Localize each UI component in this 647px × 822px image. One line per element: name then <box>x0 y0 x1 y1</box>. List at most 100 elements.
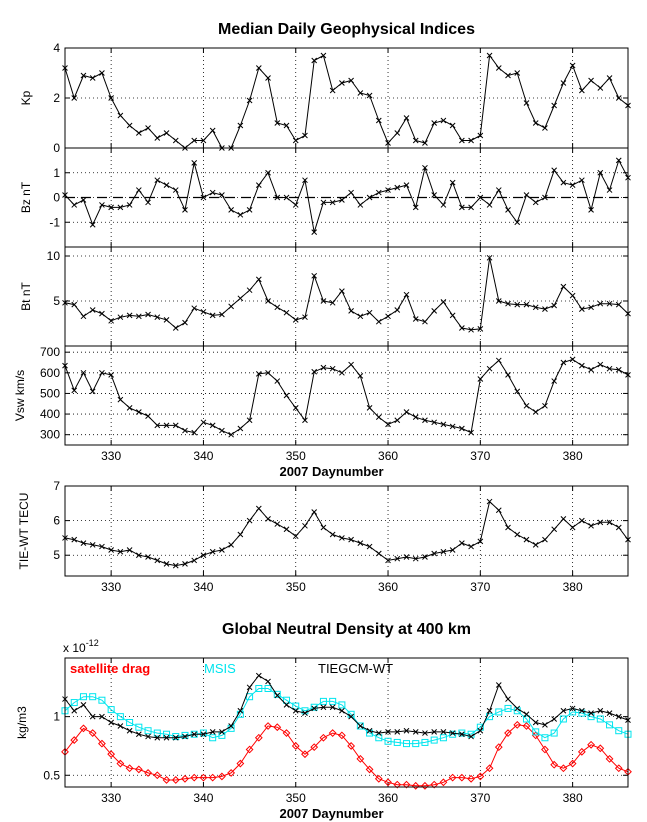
data-point-x-marker <box>71 536 78 543</box>
data-point-x-marker <box>523 192 530 198</box>
data-point-x-marker <box>283 194 290 201</box>
data-point-x-marker <box>560 359 567 366</box>
x-tick-label: 370 <box>470 580 490 594</box>
data-point-x-marker <box>99 202 105 208</box>
data-point-x-marker <box>348 536 354 543</box>
panels: 0 2 4 Kp Median Daily Geophysical Indices -1 0… <box>13 21 632 821</box>
data-point-diamond-marker <box>393 780 402 789</box>
data-point-x-marker <box>403 409 410 415</box>
y-tick-label: 400 <box>40 407 60 421</box>
data-point-square-marker <box>98 696 106 704</box>
data-point-x-marker <box>117 314 124 321</box>
data-point-x-marker <box>440 202 447 208</box>
data-point-x-marker <box>126 547 133 553</box>
data-point-x-marker <box>117 204 124 211</box>
data-point-x-marker <box>505 372 511 378</box>
data-point-square-marker <box>439 734 447 742</box>
data-point-diamond-marker <box>273 723 282 732</box>
data-point-x-marker <box>394 417 401 424</box>
data-point-x-marker <box>375 189 382 196</box>
data-point-diamond-marker <box>107 750 116 759</box>
data-point-x-marker <box>163 422 170 429</box>
data-point-x-marker <box>532 199 539 206</box>
data-point-x-marker <box>431 192 438 198</box>
data-point-square-marker <box>550 729 558 737</box>
data-point-x-marker <box>191 137 198 144</box>
data-point-x-marker <box>477 132 484 139</box>
data-point-x-marker <box>542 402 548 409</box>
data-point-x-marker <box>597 85 604 91</box>
data-point-x-marker <box>283 702 290 708</box>
data-point-x-marker <box>265 369 271 376</box>
data-point-x-marker <box>394 729 401 735</box>
data-point-x-marker <box>339 707 345 714</box>
x-tick-label: 350 <box>286 791 306 805</box>
data-point-x-marker <box>246 417 253 424</box>
data-point-square-marker <box>356 722 364 730</box>
x-tick-label: 380 <box>563 580 583 594</box>
data-point-x-marker <box>357 313 364 320</box>
data-point-x-marker <box>486 498 493 505</box>
data-point-diamond-marker <box>310 743 319 752</box>
data-point-x-marker <box>449 423 456 430</box>
data-point-x-marker <box>486 707 493 714</box>
data-point-square-marker <box>338 701 346 709</box>
data-point-x-marker <box>486 52 493 59</box>
data-point-x-marker <box>154 314 161 321</box>
data-point-x-marker <box>255 370 262 377</box>
msis-series <box>61 684 632 748</box>
y-tick-label: 0 <box>53 191 60 205</box>
data-point-x-marker <box>486 365 493 372</box>
data-point-x-marker <box>578 707 585 714</box>
data-point-x-marker <box>255 505 262 512</box>
data-point-x-marker <box>385 557 391 564</box>
data-point-x-marker <box>172 137 179 144</box>
data-point-x-marker <box>597 361 604 368</box>
scale-exponent-label: x 10-12 <box>63 638 99 655</box>
data-point-x-marker <box>200 552 207 559</box>
y-tick-label: 5 <box>53 294 60 308</box>
data-point-x-marker <box>228 431 234 438</box>
data-point-x-marker <box>615 95 622 101</box>
data-point-x-marker <box>274 304 281 311</box>
y-tick-label: 4 <box>53 41 60 55</box>
data-point-x-marker <box>477 326 484 332</box>
data-point-x-marker <box>89 307 96 313</box>
density-panel: 330 340 350 360 370 380 0.5 1 kg/m3 2007 Daynumbe… <box>15 621 632 821</box>
data-point-x-marker <box>477 538 484 545</box>
data-point-x-marker <box>412 414 419 421</box>
data-point-x-marker <box>228 303 234 310</box>
data-point-x-marker <box>154 177 161 184</box>
y-axis-label: Bz nT <box>19 181 33 213</box>
data-point-x-marker <box>606 365 613 372</box>
data-point-x-marker <box>588 304 594 311</box>
y-tick-label: 10 <box>47 249 61 263</box>
data-point-x-marker <box>569 356 576 363</box>
data-point-square-marker <box>412 740 420 748</box>
data-point-x-marker <box>431 120 438 126</box>
data-point-diamond-marker <box>236 759 245 768</box>
data-point-x-marker <box>311 705 318 712</box>
x-tick-label: 370 <box>470 791 490 805</box>
data-point-x-marker <box>532 719 539 726</box>
data-point-x-marker <box>468 429 474 436</box>
data-point-x-marker <box>569 705 576 712</box>
data-point-x-marker <box>99 713 105 720</box>
data-point-square-marker <box>532 728 540 736</box>
data-point-x-marker <box>292 707 299 714</box>
data-point-x-marker <box>255 182 262 188</box>
data-point-x-marker <box>135 187 142 193</box>
data-point-x-marker <box>71 301 78 308</box>
data-point-square-marker <box>89 693 97 701</box>
data-point-x-marker <box>283 309 290 316</box>
data-point-diamond-marker <box>254 733 263 742</box>
data-point-diamond-marker <box>88 729 97 737</box>
data-point-x-marker <box>495 187 502 193</box>
data-point-x-marker <box>209 422 216 429</box>
data-point-x-marker <box>348 713 354 720</box>
data-point-x-marker <box>440 117 447 124</box>
data-point-diamond-marker <box>199 773 208 782</box>
data-point-x-marker <box>523 100 530 106</box>
data-point-x-marker <box>514 70 521 76</box>
data-point-x-marker <box>191 429 198 436</box>
